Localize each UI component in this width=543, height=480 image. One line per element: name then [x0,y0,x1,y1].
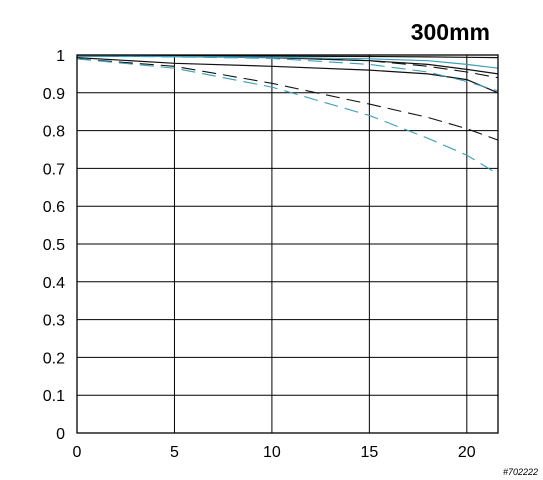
series-line-7 [76,55,499,92]
grid [76,54,498,434]
x-tick-label: 20 [458,444,476,461]
y-tick-label: 0.5 [43,237,65,254]
series-line-5 [76,58,499,141]
y-tick-label: 0.2 [43,350,65,367]
y-tick-label: 0.4 [43,275,65,292]
y-tick-label: 0.7 [43,161,65,178]
y-tick-label: 1 [56,48,65,65]
image-code: #702222 [503,467,538,477]
x-tick-label: 5 [170,444,179,461]
plot-frame [76,54,499,434]
x-tick-label: 10 [263,444,281,461]
series-line-1 [76,54,499,59]
x-tick-label: 15 [360,444,378,461]
y-tick-label: 0.9 [43,86,65,103]
x-tick-labels: 0 5 10 15 20 [73,444,476,461]
y-tick-label: 0.8 [43,124,65,141]
series-line-4 [76,57,499,94]
x-tick-label: 0 [73,444,82,461]
y-tick-label: 0.6 [43,199,65,216]
chart-title: 300mm [411,19,490,45]
y-tick-label: 0 [56,426,65,443]
y-tick-labels: 0 0.1 0.2 0.3 0.4 0.5 0.6 0.7 0.8 0.9 1 [43,48,65,443]
series-group [76,54,499,175]
series-line-8 [76,58,499,175]
y-tick-label: 0.3 [43,313,65,330]
y-tick-label: 0.1 [43,388,65,405]
